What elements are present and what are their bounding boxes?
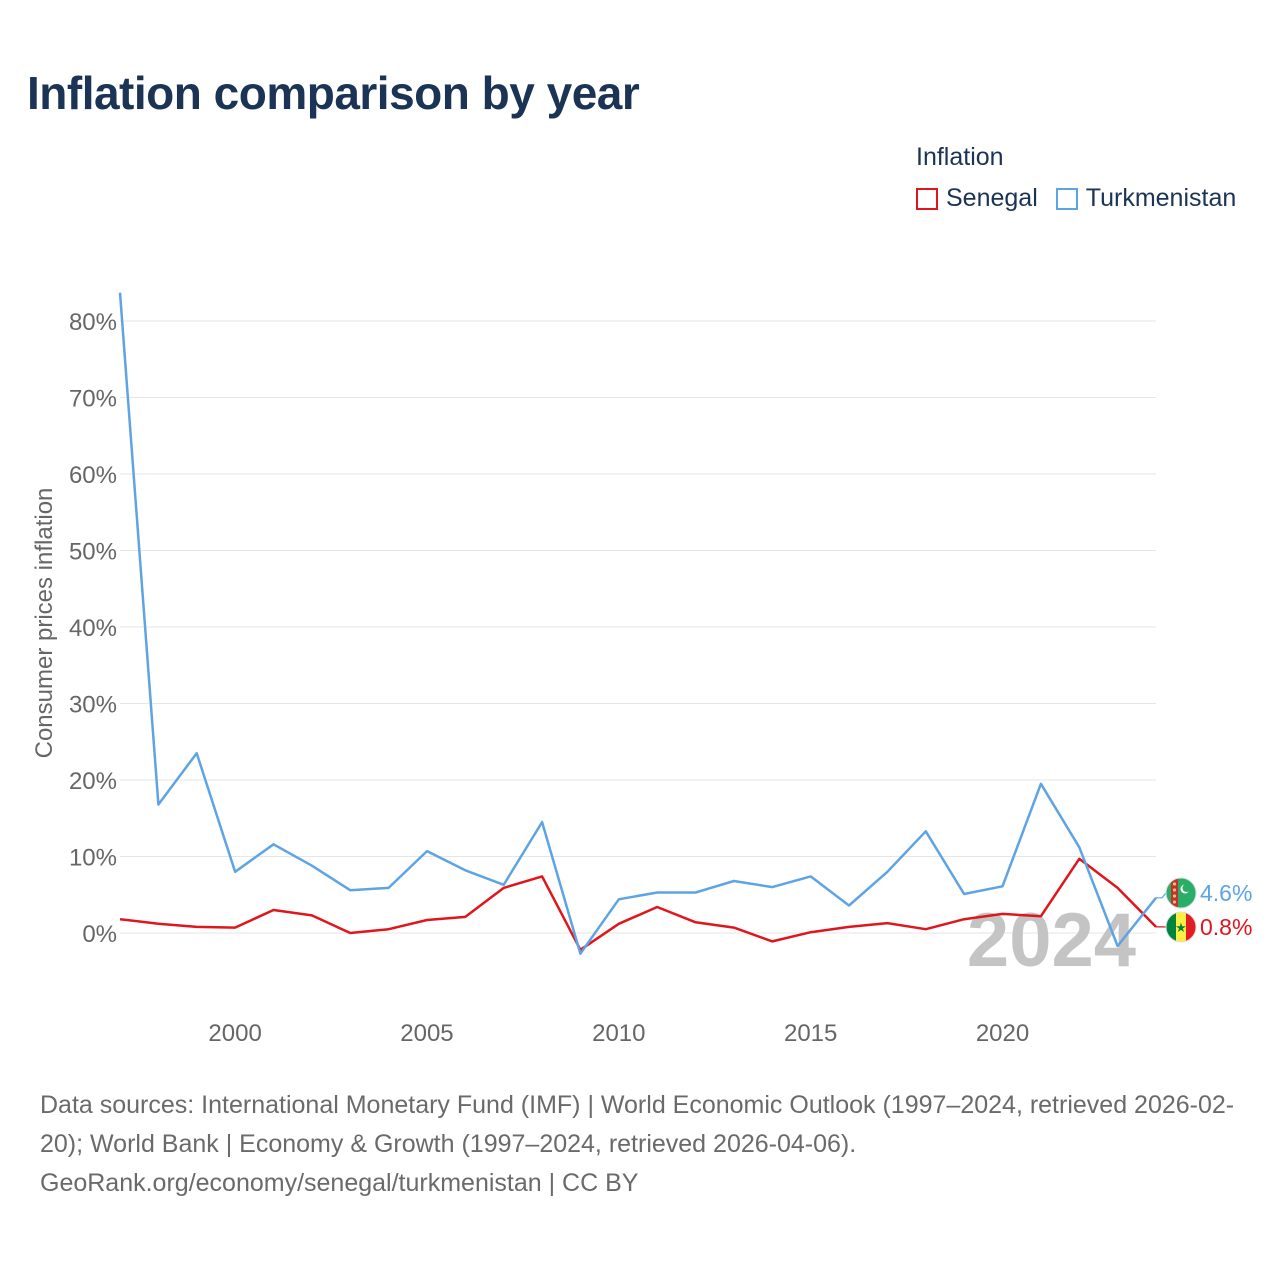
end-label-senegal: 0.8% <box>1200 914 1252 940</box>
year-watermark: 2024 <box>967 898 1136 983</box>
data-sources-note: Data sources: International Monetary Fun… <box>40 1091 1235 1158</box>
svg-text:★: ★ <box>1175 921 1187 936</box>
gridlines <box>120 320 1156 934</box>
series-lines <box>118 292 1157 955</box>
legend-item-turkmenistan[interactable]: Turkmenistan <box>1055 184 1237 213</box>
y-tick-label: 70% <box>69 386 117 413</box>
chart-title: Inflation comparison by year <box>27 67 640 119</box>
legend-label-senegal: Senegal <box>946 184 1038 212</box>
y-tick-label: 60% <box>69 462 117 489</box>
x-tick-label: 2015 <box>784 1020 837 1047</box>
end-labels: ★ 0.8% 4.6% <box>1156 877 1252 943</box>
y-tick-label: 0% <box>82 921 117 948</box>
x-axis-ticks: 2000 2005 2010 2015 2020 <box>208 1020 1029 1047</box>
series-line-turkmenistan <box>118 292 1157 955</box>
y-tick-label: 10% <box>69 845 117 872</box>
y-tick-label: 80% <box>69 309 117 336</box>
legend-item-senegal[interactable]: Senegal <box>916 184 1038 213</box>
site-credit: GeoRank.org/economy/senegal/turkmenistan… <box>40 1169 639 1197</box>
turkmenistan-flag-icon <box>1165 877 1197 909</box>
legend-swatch-turkmenistan <box>1055 187 1078 210</box>
x-tick-label: 2020 <box>976 1020 1029 1047</box>
y-axis-label: Consumer prices inflation <box>31 488 58 759</box>
y-tick-label: 20% <box>69 768 117 795</box>
line-chart: 0%10%20%30%40%50%60%70%80% 2000 2005 2010 2… <box>31 292 1252 1047</box>
legend-title: Inflation <box>916 143 1004 171</box>
y-axis-ticks: 0% 10% 20% 30% 40% 50% 60% 70% 80% <box>69 309 117 948</box>
legend-label-turkmenistan: Turkmenistan <box>1085 184 1237 212</box>
x-tick-label: 2005 <box>400 1020 453 1047</box>
series-line-senegal <box>119 857 1157 952</box>
end-label-turkmenistan: 4.6% <box>1200 880 1252 906</box>
y-tick-label: 50% <box>69 539 117 566</box>
x-tick-label: 2000 <box>208 1020 261 1047</box>
senegal-flag-icon: ★ <box>1165 911 1197 943</box>
footer: Data sources: International Monetary Fun… <box>40 1086 1250 1203</box>
y-tick-label: 40% <box>69 615 117 642</box>
legend-swatch-senegal <box>916 187 938 210</box>
y-tick-label: 30% <box>69 692 117 719</box>
legend: Senegal Turkmenistan <box>916 184 1254 213</box>
x-tick-label: 2010 <box>592 1020 645 1047</box>
